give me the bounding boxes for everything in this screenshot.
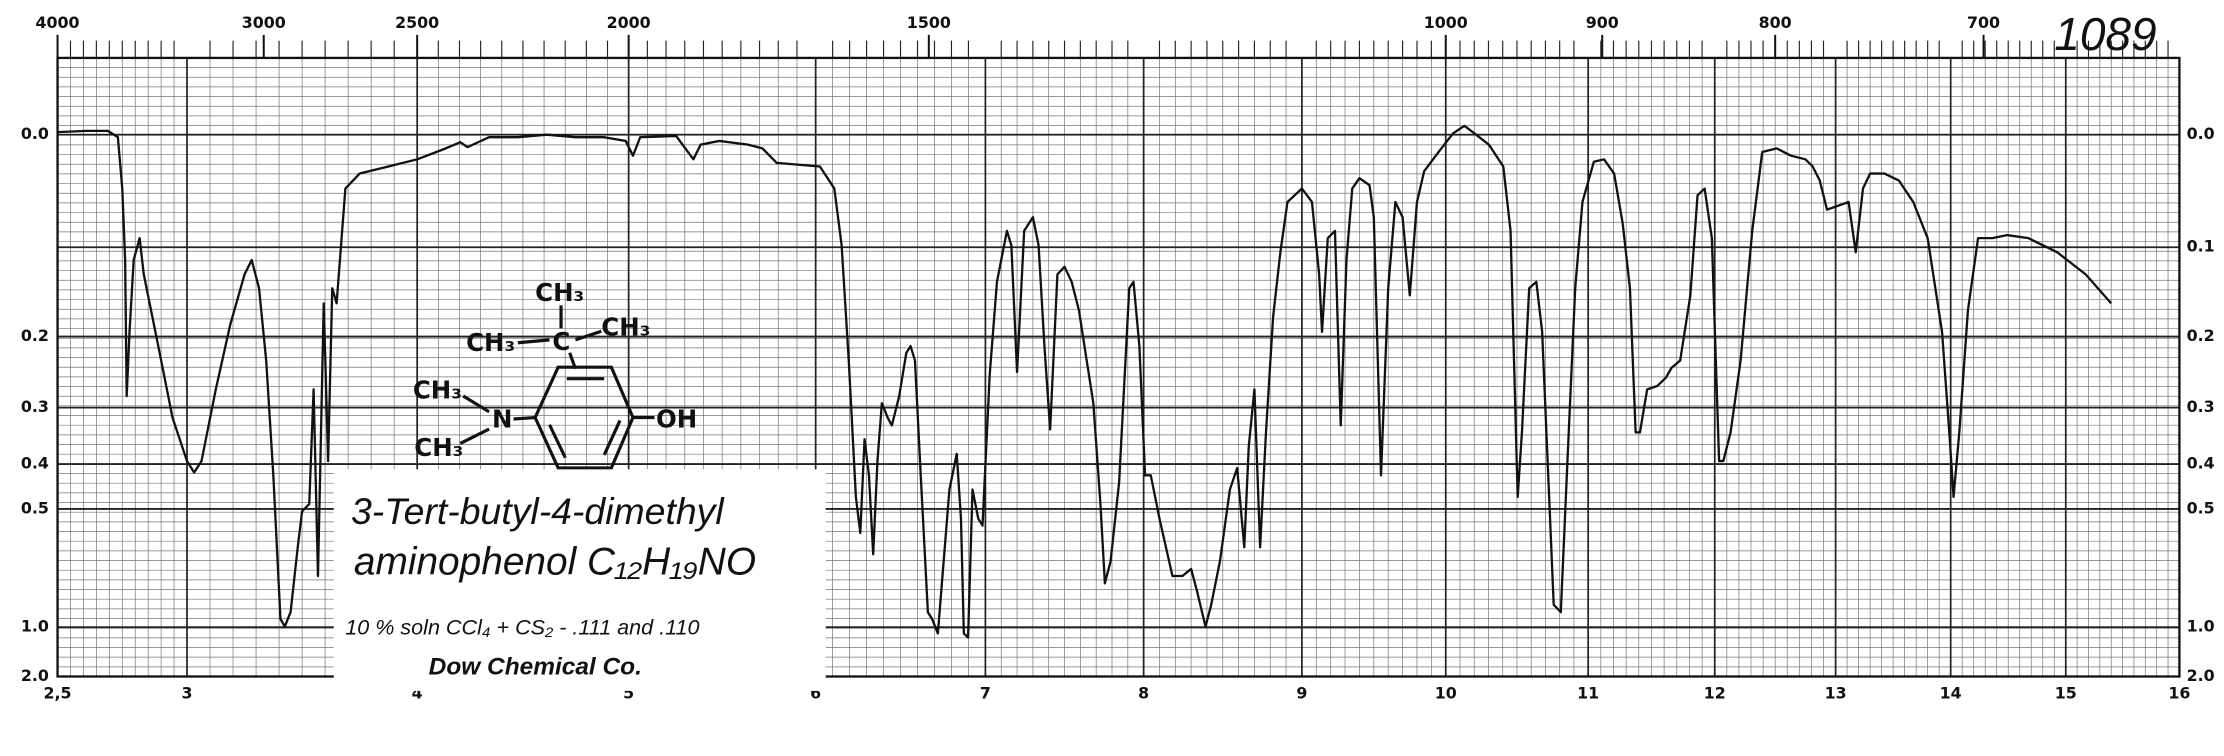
structure-label: N [492, 404, 512, 433]
structure-label: C [552, 327, 570, 356]
y2-tick-label: 0.0 [2187, 124, 2215, 143]
bond [513, 415, 536, 421]
x2-tick-label: 1500 [907, 13, 951, 32]
axes: 2,5 3 4 5 6 7 8 9 10 11 12 13 14 15 16 4000 3000 2500 2000… [21, 13, 2215, 702]
y-tick-label: 0.0 [21, 124, 49, 143]
x-tick-label: 4 [412, 683, 423, 702]
x-tick-label: 11 [1577, 683, 1599, 702]
x2-tick-label: 1000 [1424, 13, 1468, 32]
x-tick-label: 10 [1435, 683, 1457, 702]
y2-tick-label: 0.3 [2187, 397, 2215, 416]
x-tick-label: 7 [980, 683, 991, 702]
y2-tick-label: 0.4 [2187, 454, 2215, 473]
y-tick-label: 2.0 [21, 666, 49, 685]
notes: CH₃ CH₃ C CH₃ CH₃ N CH₃ OH 3-Tert-butyl-… [333, 8, 2157, 691]
bond [574, 329, 602, 342]
x-tick-label: 15 [2055, 683, 2077, 702]
x2-tick-label: 2000 [607, 13, 651, 32]
x2-tick-label: 2500 [395, 13, 439, 32]
sample-note: 10 % soln CCl₄ + CS₂ - .111 and .110 [345, 615, 699, 640]
y2-tick-label: 0.5 [2187, 498, 2215, 517]
y2-tick-label: 0.1 [2187, 237, 2215, 256]
structure [459, 305, 655, 470]
frame [56, 56, 2181, 678]
spectrum-line [57, 124, 2113, 639]
y-tick-label: 0.3 [21, 397, 49, 416]
x-tick-label: 5 [623, 683, 634, 702]
x-tick-label: 12 [1704, 683, 1726, 702]
y2-tick-label: 2.0 [2187, 666, 2215, 685]
bond [459, 427, 490, 445]
y-tick-label: 0.4 [21, 454, 49, 473]
x-tick-label: 2,5 [44, 683, 72, 702]
y-tick-label: 1.0 [21, 617, 49, 636]
x2-tick-label: 700 [1967, 13, 2000, 32]
x2-tick-label: 3000 [242, 13, 286, 32]
y-tick-label: 0.2 [21, 326, 49, 345]
structure-label: CH₃ [414, 433, 463, 462]
x-tick-label: 6 [810, 683, 821, 702]
source-note: Dow Chemical Co. [429, 653, 642, 680]
x-tick-label: 13 [1825, 683, 1847, 702]
ring-bond [602, 419, 622, 456]
x2-tick-label: 800 [1759, 13, 1792, 32]
structure-label: CH₃ [413, 376, 462, 405]
compound-name: 3-Tert-butyl-4-dimethyl [351, 490, 725, 532]
x-tick-label: 8 [1138, 683, 1149, 702]
bond [568, 352, 577, 370]
y2-tick-label: 1.0 [2187, 617, 2215, 636]
bond [462, 394, 490, 414]
bond [517, 338, 550, 345]
y2-tick-label: 0.2 [2187, 326, 2215, 345]
plot [57, 124, 2113, 639]
structure-label: CH₃ [535, 278, 584, 307]
structure-label: CH₃ [466, 328, 515, 357]
sheet-number: 1089 [2054, 8, 2156, 60]
label-box [333, 469, 826, 691]
x-tick-label: 9 [1296, 683, 1307, 702]
x2-tick-label: 4000 [36, 13, 80, 32]
ring-bond [548, 424, 567, 459]
x-tick-label: 16 [2168, 683, 2190, 702]
y-tick-label: 0.5 [21, 498, 49, 517]
x-tick-label: 3 [182, 683, 193, 702]
x2-tick-label: 900 [1586, 13, 1619, 32]
structure-label: OH [656, 404, 697, 433]
structure-label: CH₃ [601, 312, 650, 341]
compound-formula: aminophenol C₁₂H₁₉NO [354, 541, 756, 584]
x-tick-label: 14 [1940, 683, 1962, 702]
